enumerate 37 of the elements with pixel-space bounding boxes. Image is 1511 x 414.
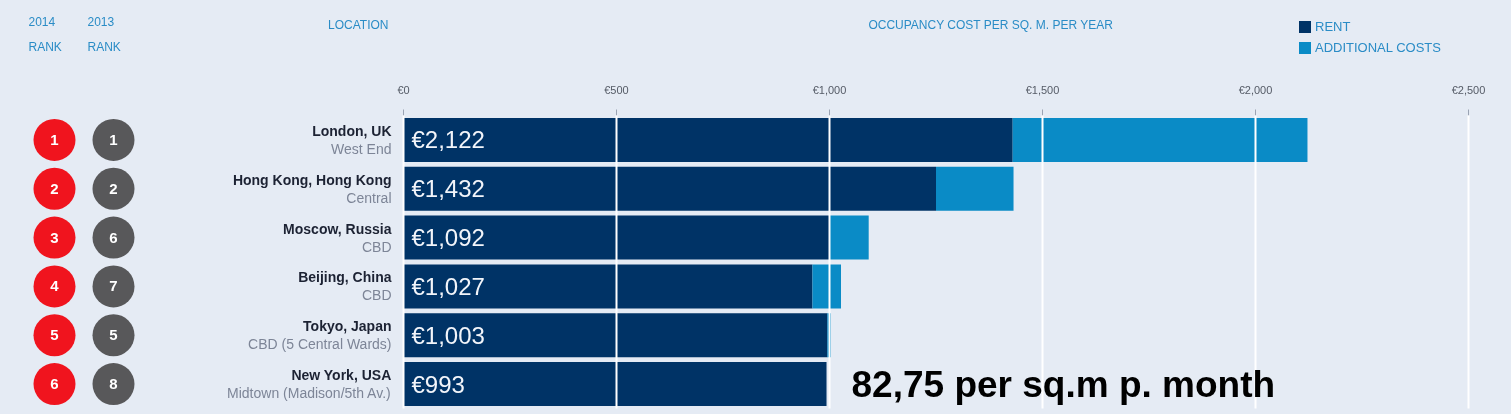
category-label: 2013 RANK xyxy=(87,14,121,54)
data-label: 2 xyxy=(109,179,118,197)
category-label: Hong Kong, Hong Kong Central xyxy=(232,171,392,206)
annotation: 82,75 per sq.m p. month xyxy=(851,363,1276,405)
total-label: €2,122 xyxy=(411,126,485,154)
data-label: 2 xyxy=(50,179,59,197)
total-label: €1,092 xyxy=(411,224,485,252)
category-label: London, UK West End xyxy=(312,122,392,157)
data-label: 7 xyxy=(109,277,118,295)
data-label: 1 xyxy=(50,130,59,148)
data-label: 5 xyxy=(50,326,59,344)
data-label: 6 xyxy=(109,228,118,246)
total-label: €993 xyxy=(411,370,465,398)
x-tick-label: €1,000 xyxy=(812,83,847,96)
category-label: 2014 RANK xyxy=(28,14,62,54)
x-tick-label: €2,500 xyxy=(1451,83,1486,96)
category-label: Beijing, China CBD xyxy=(298,269,392,304)
y-axis-title: LOCATION xyxy=(328,17,389,32)
data-label: 5 xyxy=(109,326,118,344)
x-tick-label: €500 xyxy=(604,83,629,96)
data-label: 3 xyxy=(50,228,59,246)
x-tick-label: €1,500 xyxy=(1025,83,1060,96)
x-tick-label: €0 xyxy=(397,83,410,96)
x-axis-title: OCCUPANCY COST PER SQ. M. PER YEAR xyxy=(868,17,1114,32)
legend-label: RENT xyxy=(1315,19,1351,34)
data-label: 6 xyxy=(50,375,59,393)
category-label: Tokyo, Japan CBD (5 Central Wards) xyxy=(248,318,392,353)
category-label: New York, USA Midtown (Madison/5th Av.) xyxy=(227,367,392,402)
total-label: €1,432 xyxy=(411,175,485,203)
category-label: Moscow, Russia CBD xyxy=(283,220,392,255)
total-label: €1,027 xyxy=(411,272,485,300)
total-label: €1,003 xyxy=(411,321,485,349)
data-label: 4 xyxy=(50,277,60,295)
data-label: 8 xyxy=(109,375,118,393)
data-label: 1 xyxy=(109,130,118,148)
x-tick-label: €2,000 xyxy=(1238,83,1273,96)
legend-label: ADDITIONAL COSTS xyxy=(1315,40,1441,55)
